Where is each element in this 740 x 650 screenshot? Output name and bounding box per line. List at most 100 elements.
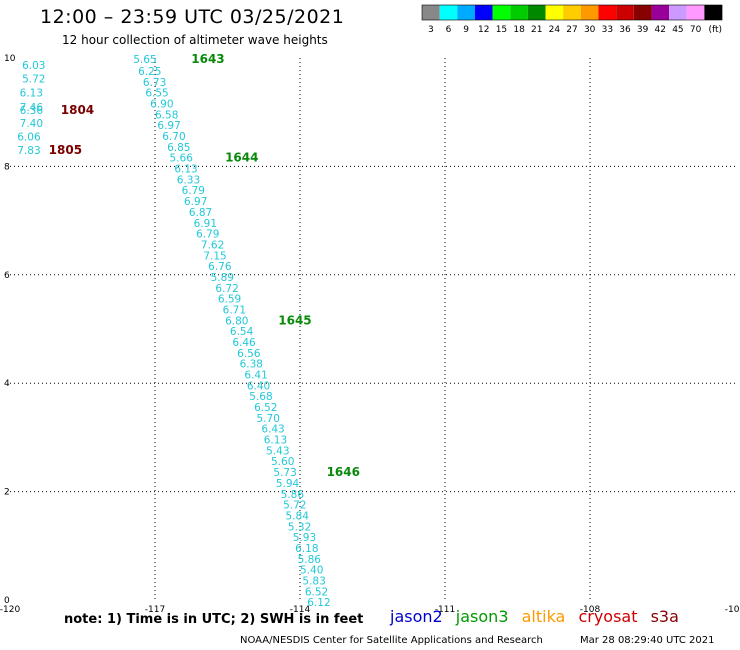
color-scale-label: 21	[531, 25, 542, 35]
wave-height-label: 6.13	[264, 435, 287, 447]
chart-title: 12:00 – 23:59 UTC 03/25/2021	[40, 6, 345, 28]
color-scale-label: 45	[672, 25, 683, 35]
wave-height-label: 6.13	[20, 88, 43, 100]
legend-jason3: jason3	[455, 607, 509, 626]
time-label-s3a: 1804	[61, 103, 94, 117]
wave-height-label: 5.83	[302, 575, 325, 587]
wave-height-label: 6.97	[184, 196, 207, 208]
wave-height-label: 6.56	[237, 348, 261, 360]
color-scale-label: 9	[463, 25, 469, 35]
wave-height-label: 7.62	[201, 239, 224, 251]
wave-height-label: 6.52	[305, 586, 328, 598]
wave-height-label: 5.43	[266, 445, 289, 457]
color-scale-label: 12	[478, 25, 489, 35]
wave-height-label: 5.93	[293, 532, 316, 544]
wave-height-label: 7.46	[20, 102, 44, 114]
wave-height-label: 5.86	[298, 554, 322, 566]
color-scale-label: 24	[549, 25, 561, 35]
color-scale-label: 42	[655, 25, 666, 35]
wave-height-label: 6.52	[254, 402, 277, 414]
color-scale-label: 30	[584, 25, 596, 35]
color-scale-label: 33	[602, 25, 613, 35]
wave-height-label: 6.41	[244, 370, 267, 382]
wave-height-label: 6.71	[223, 304, 246, 316]
color-scale-cell	[616, 5, 634, 20]
x-tick-label: -111	[435, 605, 455, 615]
wave-height-label: 5.65	[133, 54, 156, 66]
note-text: note: 1) Time is in UTC; 2) SWH is in fe…	[64, 612, 364, 627]
color-scale-cell	[669, 5, 687, 20]
x-tick-label: -105	[725, 605, 740, 615]
color-scale-label: 70	[690, 25, 702, 35]
time-label-jason3: 1643	[191, 52, 224, 66]
y-tick-label: 6	[4, 271, 10, 281]
wave-height-label: 6.76	[208, 261, 232, 273]
y-tick-label: 8	[4, 162, 10, 172]
chart-subtitle: 12 hour collection of altimeter wave hei…	[62, 33, 328, 47]
wave-height-label: 6.36	[20, 105, 44, 117]
satellite-legend: jason2 jason3 altika cryosat s3a	[390, 607, 687, 626]
wave-height-label: 6.25	[138, 66, 161, 78]
color-scale-cell	[439, 5, 458, 20]
y-tick-label: 0	[4, 596, 10, 606]
color-scale-cell	[633, 5, 652, 20]
wave-height-label: 5.60	[271, 456, 294, 468]
x-tick-label: -120	[0, 605, 20, 615]
wave-height-label: 6.38	[240, 359, 263, 371]
time-label-s3a: 1805	[49, 143, 82, 157]
wave-height-label: 5.84	[286, 510, 310, 522]
time-label-jason3: 1645	[278, 313, 311, 327]
wave-height-label: 6.43	[261, 424, 284, 436]
color-scale-label: 3	[428, 25, 434, 35]
timestamp-text: Mar 28 08:29:40 UTC 2021	[580, 635, 715, 646]
wave-height-label: 6.79	[182, 185, 205, 197]
color-scale-cell	[457, 5, 475, 20]
credit-text: NOAA/NESDIS Center for Satellite Applica…	[240, 635, 543, 646]
wave-height-label: 5.73	[273, 467, 296, 479]
wave-height-label: 5.94	[276, 478, 300, 490]
wave-height-label: 5.40	[300, 565, 323, 577]
wave-height-label: 6.18	[295, 543, 318, 555]
wave-height-label: 6.59	[218, 294, 241, 306]
color-scale-cell	[545, 5, 564, 20]
color-scale-cell	[598, 5, 617, 20]
y-tick-label: 4	[4, 379, 10, 389]
wave-height-label: 6.85	[167, 142, 190, 154]
wave-height-label: 6.91	[194, 218, 217, 230]
wave-height-label: 6.12	[307, 597, 330, 609]
wave-height-label: 5.70	[257, 413, 280, 425]
wave-height-label: 6.97	[157, 120, 180, 132]
wave-height-label: 6.03	[22, 60, 45, 72]
wave-height-label: 5.72	[283, 500, 306, 512]
y-tick-label: 10	[4, 54, 16, 64]
x-tick-label: -114	[290, 605, 311, 615]
legend-jason2: jason2	[390, 607, 443, 626]
wave-height-label: 6.70	[162, 131, 185, 143]
time-label-jason3: 1644	[225, 151, 258, 165]
color-scale-label: 36	[619, 25, 631, 35]
wave-height-label: 6.87	[189, 207, 212, 219]
wave-height-label: 5.68	[249, 391, 272, 403]
color-scale-cell	[510, 5, 528, 20]
color-scale-cell	[492, 5, 511, 20]
wave-height-label: 6.80	[225, 315, 248, 327]
color-scale-cell	[527, 5, 546, 20]
color-scale-label: 18	[513, 25, 525, 35]
wave-height-label: 5.72	[22, 74, 45, 86]
wave-height-label: 5.89	[211, 272, 234, 284]
wave-height-label: 6.46	[232, 337, 256, 349]
color-scale-cell	[651, 5, 670, 20]
wave-height-label: 5.32	[288, 521, 311, 533]
color-scale-label: 39	[637, 25, 649, 35]
wave-height-label: 6.55	[145, 88, 168, 100]
wave-height-label: 7.15	[203, 250, 226, 262]
color-scale-label: 6	[446, 25, 452, 35]
color-scale-label: 27	[566, 25, 577, 35]
color-scale-label: (ft)	[708, 25, 722, 35]
time-label-jason3: 1646	[327, 465, 360, 479]
wave-height-label: 6.73	[143, 77, 166, 89]
wave-height-label: 5.66	[170, 153, 194, 165]
x-tick-label: -108	[580, 605, 601, 615]
color-scale-cell	[580, 5, 599, 20]
